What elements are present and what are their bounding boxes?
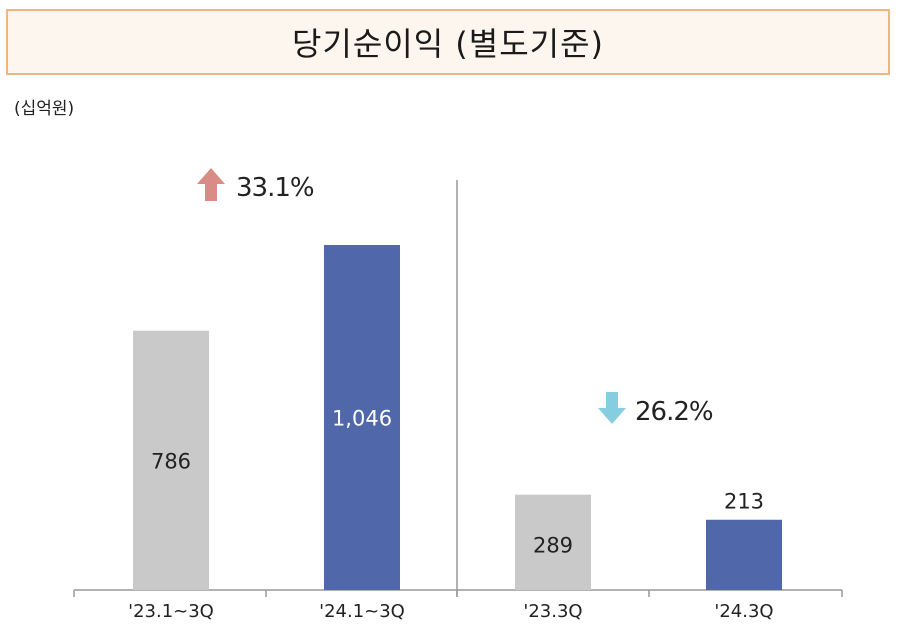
change-percent-label: 26.2% [635, 397, 713, 427]
chart-title: 당기순이익 (별도기준) [291, 25, 605, 63]
bar [324, 245, 400, 590]
bar-value-label: 786 [151, 449, 191, 473]
x-tick-label: '24.3Q [714, 601, 773, 622]
change-percent-label: 33.1% [236, 173, 314, 203]
up-arrow-icon [197, 168, 225, 201]
x-tick-label: '23.1~3Q [128, 601, 214, 622]
bar-value-label: 1,046 [332, 407, 392, 431]
unit-label: (십억원) [14, 99, 75, 119]
bar [515, 494, 591, 590]
down-arrow-icon [598, 392, 626, 424]
bar-value-label: 213 [724, 490, 764, 514]
x-tick-label: '24.1~3Q [319, 601, 405, 622]
bar-value-label: 289 [533, 533, 573, 557]
chart-title-box: 당기순이익 (별도기준) [6, 9, 890, 75]
x-tick-label: '23.3Q [523, 601, 582, 622]
bar [706, 519, 782, 590]
bar [133, 330, 209, 590]
